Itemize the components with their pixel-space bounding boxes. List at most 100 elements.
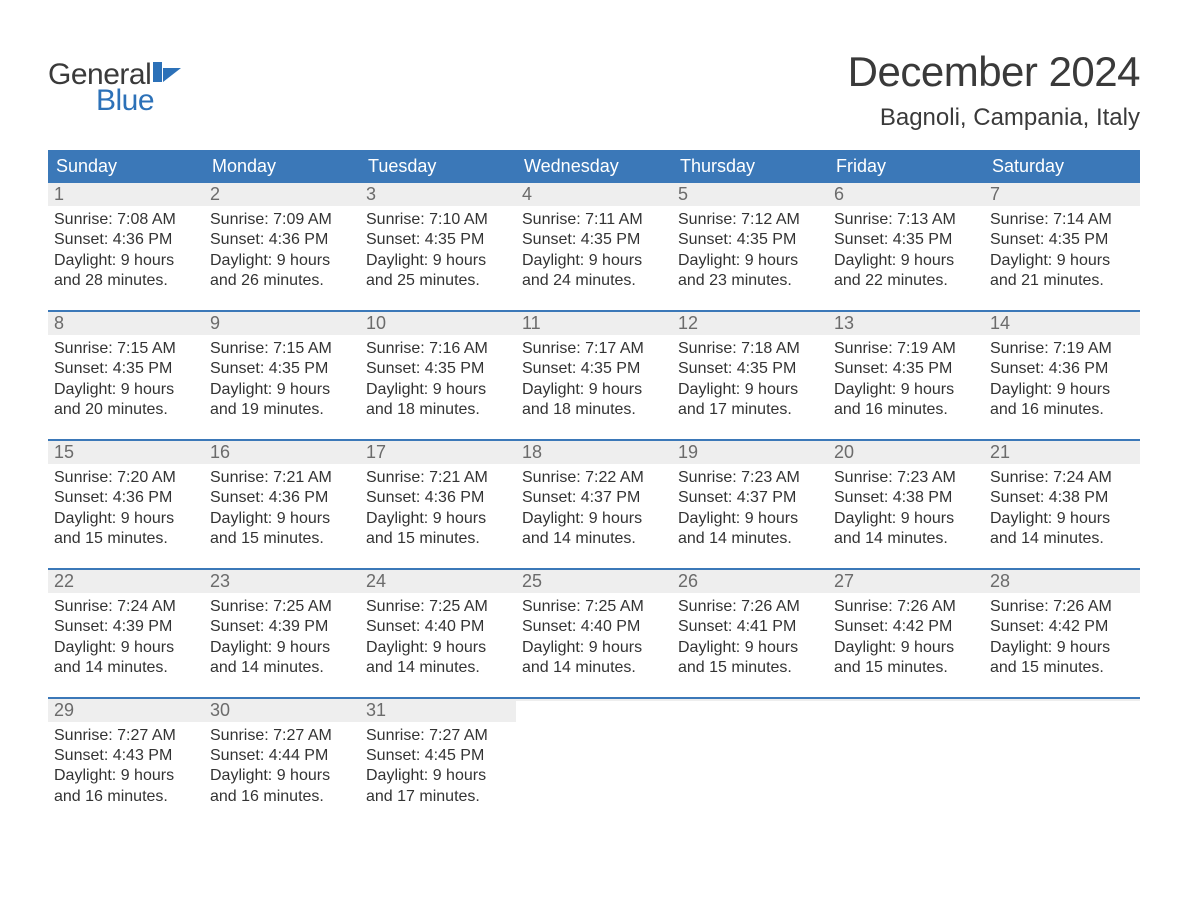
daylight-line: Daylight: 9 hours and 18 minutes. [522, 380, 666, 421]
weeks-container: 1Sunrise: 7:08 AMSunset: 4:36 PMDaylight… [48, 183, 1140, 825]
sunrise-line: Sunrise: 7:24 AM [990, 468, 1134, 488]
daylight-line: Daylight: 9 hours and 14 minutes. [522, 509, 666, 550]
calendar-day [516, 699, 672, 826]
day-number: 12 [672, 312, 828, 335]
sunrise-line: Sunrise: 7:15 AM [54, 339, 198, 359]
day-number: 13 [828, 312, 984, 335]
sunrise-line: Sunrise: 7:13 AM [834, 210, 978, 230]
sunset-line: Sunset: 4:35 PM [834, 230, 978, 250]
sunset-line: Sunset: 4:42 PM [990, 617, 1134, 637]
calendar-day: 23Sunrise: 7:25 AMSunset: 4:39 PMDayligh… [204, 570, 360, 697]
day-number-row: 22 [48, 570, 204, 593]
sunrise-line: Sunrise: 7:25 AM [210, 597, 354, 617]
day-body: Sunrise: 7:25 AMSunset: 4:40 PMDaylight:… [360, 593, 516, 697]
day-body: Sunrise: 7:13 AMSunset: 4:35 PMDaylight:… [828, 206, 984, 310]
sunset-line: Sunset: 4:35 PM [990, 230, 1134, 250]
daylight-line: Daylight: 9 hours and 22 minutes. [834, 251, 978, 292]
calendar-day: 15Sunrise: 7:20 AMSunset: 4:36 PMDayligh… [48, 441, 204, 568]
daylight-line: Daylight: 9 hours and 16 minutes. [990, 380, 1134, 421]
daylight-line: Daylight: 9 hours and 15 minutes. [366, 509, 510, 550]
sunset-line: Sunset: 4:35 PM [54, 359, 198, 379]
day-body: Sunrise: 7:18 AMSunset: 4:35 PMDaylight:… [672, 335, 828, 439]
day-number-row: 12 [672, 312, 828, 335]
calendar-day: 17Sunrise: 7:21 AMSunset: 4:36 PMDayligh… [360, 441, 516, 568]
day-number-row: 18 [516, 441, 672, 464]
day-number: 31 [360, 699, 516, 722]
calendar-day: 4Sunrise: 7:11 AMSunset: 4:35 PMDaylight… [516, 183, 672, 310]
daylight-line: Daylight: 9 hours and 15 minutes. [210, 509, 354, 550]
sunset-line: Sunset: 4:38 PM [834, 488, 978, 508]
day-body: Sunrise: 7:25 AMSunset: 4:39 PMDaylight:… [204, 593, 360, 697]
sunset-line: Sunset: 4:44 PM [210, 746, 354, 766]
sunset-line: Sunset: 4:36 PM [210, 230, 354, 250]
day-number-row: 26 [672, 570, 828, 593]
day-number: 28 [984, 570, 1140, 593]
calendar-day: 1Sunrise: 7:08 AMSunset: 4:36 PMDaylight… [48, 183, 204, 310]
weekday-header: Friday [828, 150, 984, 183]
day-body: Sunrise: 7:08 AMSunset: 4:36 PMDaylight:… [48, 206, 204, 310]
calendar-day: 21Sunrise: 7:24 AMSunset: 4:38 PMDayligh… [984, 441, 1140, 568]
daylight-line: Daylight: 9 hours and 17 minutes. [678, 380, 822, 421]
sunset-line: Sunset: 4:35 PM [522, 230, 666, 250]
calendar-day: 24Sunrise: 7:25 AMSunset: 4:40 PMDayligh… [360, 570, 516, 697]
day-number: 23 [204, 570, 360, 593]
day-number-row: 24 [360, 570, 516, 593]
calendar-day: 16Sunrise: 7:21 AMSunset: 4:36 PMDayligh… [204, 441, 360, 568]
sunrise-line: Sunrise: 7:21 AM [366, 468, 510, 488]
day-body: Sunrise: 7:15 AMSunset: 4:35 PMDaylight:… [48, 335, 204, 439]
daylight-line: Daylight: 9 hours and 14 minutes. [366, 638, 510, 679]
sunset-line: Sunset: 4:36 PM [366, 488, 510, 508]
day-number: 20 [828, 441, 984, 464]
day-body: Sunrise: 7:21 AMSunset: 4:36 PMDaylight:… [204, 464, 360, 568]
day-number: 27 [828, 570, 984, 593]
sunrise-line: Sunrise: 7:19 AM [990, 339, 1134, 359]
day-number-row: 9 [204, 312, 360, 335]
daylight-line: Daylight: 9 hours and 28 minutes. [54, 251, 198, 292]
day-body: Sunrise: 7:10 AMSunset: 4:35 PMDaylight:… [360, 206, 516, 310]
sunrise-line: Sunrise: 7:19 AM [834, 339, 978, 359]
weekday-header: Saturday [984, 150, 1140, 183]
sunrise-line: Sunrise: 7:09 AM [210, 210, 354, 230]
calendar-day: 20Sunrise: 7:23 AMSunset: 4:38 PMDayligh… [828, 441, 984, 568]
day-number: 4 [516, 183, 672, 206]
sunset-line: Sunset: 4:35 PM [366, 230, 510, 250]
sunset-line: Sunset: 4:42 PM [834, 617, 978, 637]
sunset-line: Sunset: 4:36 PM [54, 488, 198, 508]
day-body: Sunrise: 7:24 AMSunset: 4:38 PMDaylight:… [984, 464, 1140, 568]
day-number-row: 31 [360, 699, 516, 722]
day-number-row [984, 699, 1140, 701]
weekday-header: Thursday [672, 150, 828, 183]
calendar-day [984, 699, 1140, 826]
daylight-line: Daylight: 9 hours and 23 minutes. [678, 251, 822, 292]
daylight-line: Daylight: 9 hours and 14 minutes. [522, 638, 666, 679]
day-body: Sunrise: 7:12 AMSunset: 4:35 PMDaylight:… [672, 206, 828, 310]
calendar-day: 11Sunrise: 7:17 AMSunset: 4:35 PMDayligh… [516, 312, 672, 439]
day-number-row: 17 [360, 441, 516, 464]
day-number: 9 [204, 312, 360, 335]
day-body: Sunrise: 7:21 AMSunset: 4:36 PMDaylight:… [360, 464, 516, 568]
sunset-line: Sunset: 4:35 PM [522, 359, 666, 379]
day-body: Sunrise: 7:14 AMSunset: 4:35 PMDaylight:… [984, 206, 1140, 310]
calendar-day: 3Sunrise: 7:10 AMSunset: 4:35 PMDaylight… [360, 183, 516, 310]
day-number: 30 [204, 699, 360, 722]
sunset-line: Sunset: 4:39 PM [210, 617, 354, 637]
day-number-row: 13 [828, 312, 984, 335]
sunrise-line: Sunrise: 7:21 AM [210, 468, 354, 488]
sunrise-line: Sunrise: 7:26 AM [990, 597, 1134, 617]
day-number: 16 [204, 441, 360, 464]
weekday-header: Monday [204, 150, 360, 183]
calendar-page: General Blue December 2024 Bagnoli, Camp… [0, 0, 1188, 845]
day-number-row: 7 [984, 183, 1140, 206]
day-number-row: 30 [204, 699, 360, 722]
calendar-grid: SundayMondayTuesdayWednesdayThursdayFrid… [48, 150, 1140, 825]
sunrise-line: Sunrise: 7:14 AM [990, 210, 1134, 230]
sunset-line: Sunset: 4:38 PM [990, 488, 1134, 508]
day-body: Sunrise: 7:26 AMSunset: 4:42 PMDaylight:… [984, 593, 1140, 697]
sunrise-line: Sunrise: 7:27 AM [54, 726, 198, 746]
calendar-day: 29Sunrise: 7:27 AMSunset: 4:43 PMDayligh… [48, 699, 204, 826]
day-number-row: 3 [360, 183, 516, 206]
calendar-week: 8Sunrise: 7:15 AMSunset: 4:35 PMDaylight… [48, 310, 1140, 439]
day-number-row: 4 [516, 183, 672, 206]
sunset-line: Sunset: 4:41 PM [678, 617, 822, 637]
calendar-day: 5Sunrise: 7:12 AMSunset: 4:35 PMDaylight… [672, 183, 828, 310]
